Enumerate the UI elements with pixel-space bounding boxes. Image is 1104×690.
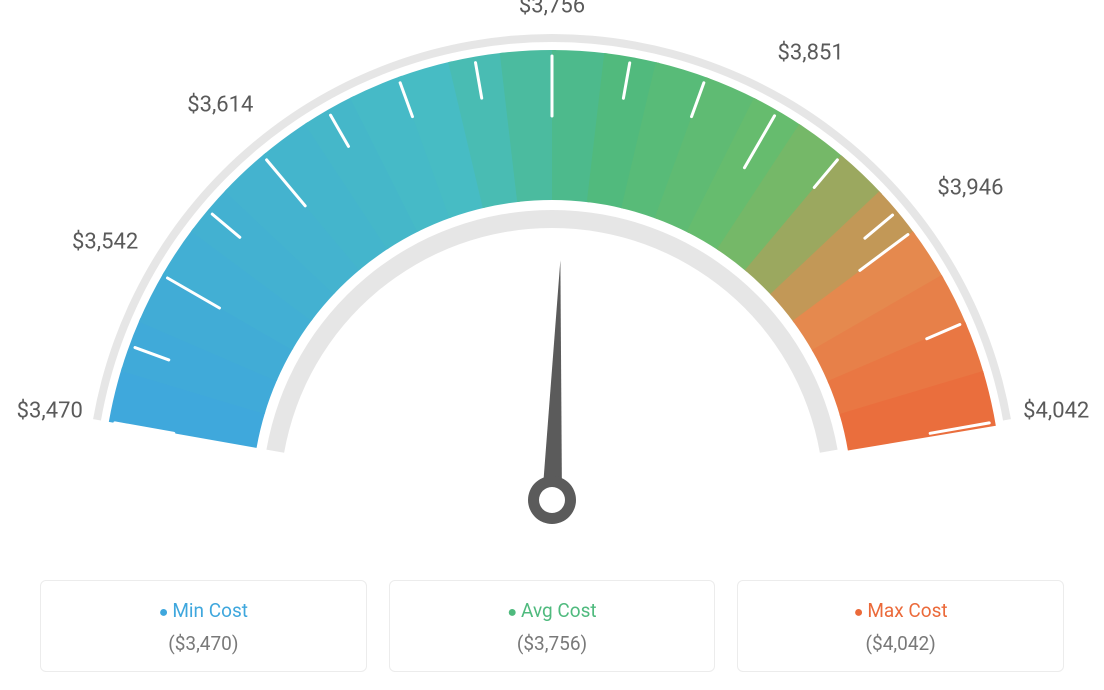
gauge-tick-label: $3,756 [519,0,585,19]
gauge-tick-label: $3,851 [778,41,844,66]
gauge-tick-label: $3,946 [937,175,1003,200]
gauge-chart: $3,470 $3,542 $3,614 $3,756 $3,851 $3,946 $4,0… [0,0,1104,560]
min-cost-label: Min Cost [51,599,356,622]
gauge-tick-label: $3,470 [17,399,83,424]
gauge-tick-label: $3,542 [72,230,138,255]
gauge-tick-label: $3,614 [187,92,253,117]
max-cost-card: Max Cost ($4,042) [737,580,1064,672]
avg-cost-value: ($3,756) [400,632,705,655]
min-cost-value: ($3,470) [51,632,356,655]
max-cost-value: ($4,042) [748,632,1053,655]
max-cost-label: Max Cost [748,599,1053,622]
gauge-svg [0,0,1104,560]
gauge-tick-label: $4,042 [1023,399,1089,424]
avg-cost-card: Avg Cost ($3,756) [389,580,716,672]
avg-cost-label: Avg Cost [400,599,705,622]
summary-cards: Min Cost ($3,470) Avg Cost ($3,756) Max … [0,580,1104,672]
min-cost-card: Min Cost ($3,470) [40,580,367,672]
